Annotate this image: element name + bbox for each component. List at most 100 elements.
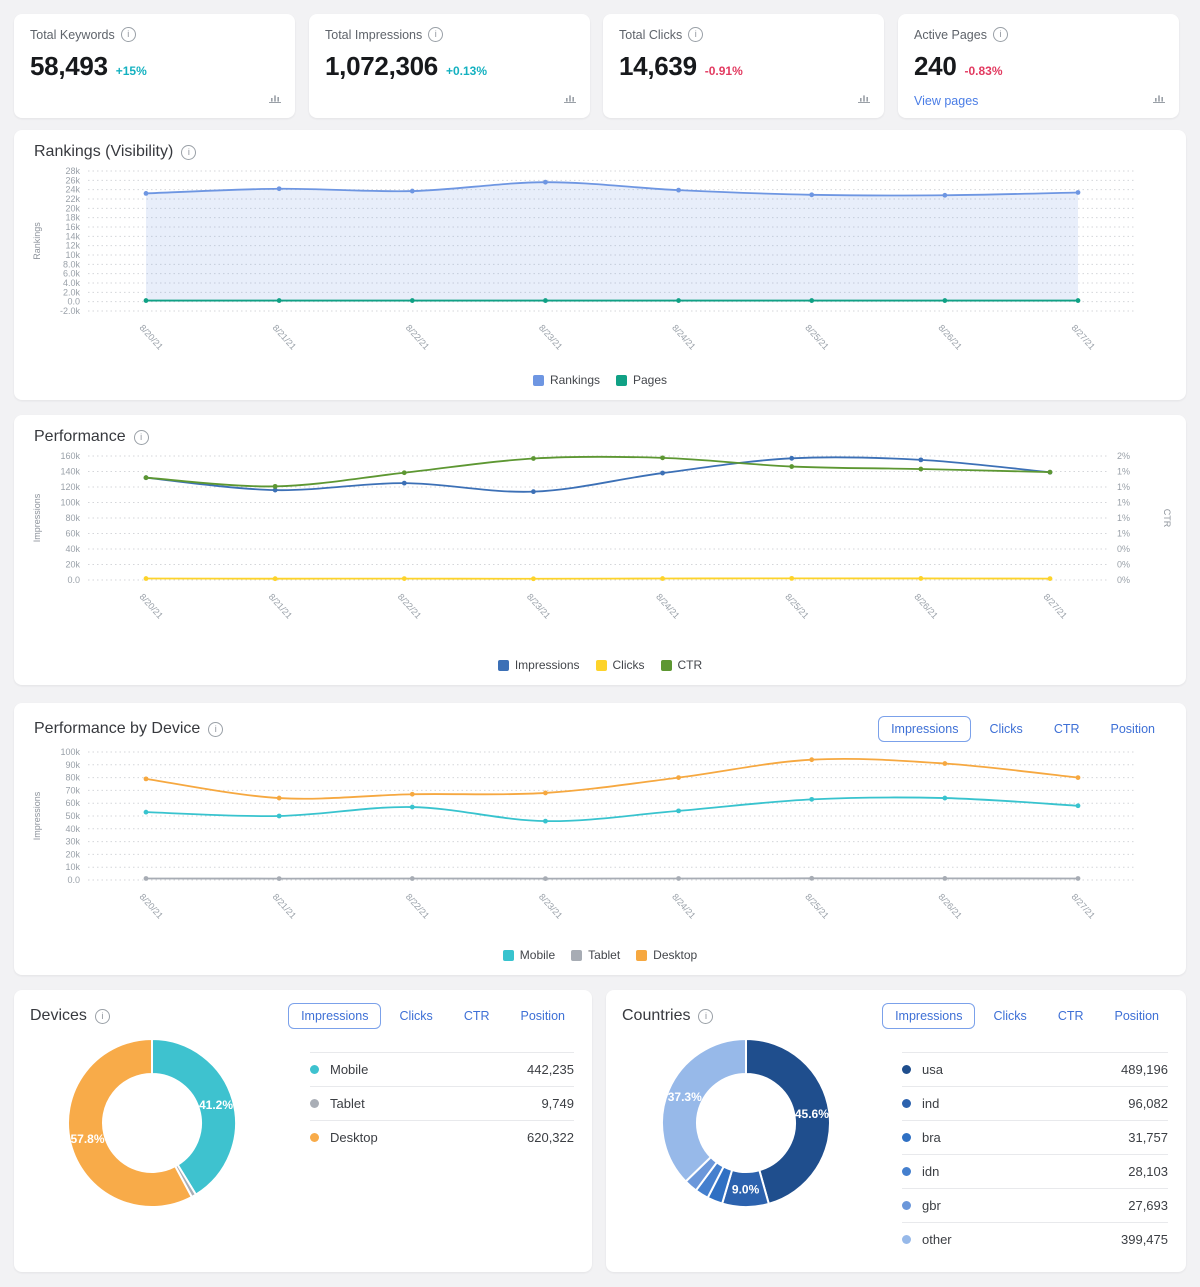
- card-label: Total Impressions i: [325, 27, 574, 42]
- series-dot: [310, 1099, 319, 1108]
- performance-by-device-panel: Performance by Device i ImpressionsClick…: [14, 703, 1186, 975]
- legend-item-desktop[interactable]: Desktop: [636, 948, 697, 962]
- tab-ctr[interactable]: CTR: [1041, 716, 1093, 742]
- legend-swatch: [503, 950, 514, 961]
- card-label-text: Total Keywords: [30, 28, 115, 42]
- country-row[interactable]: idn28,103: [902, 1154, 1168, 1188]
- tab-ctr[interactable]: CTR: [1045, 1003, 1097, 1029]
- svg-text:1%: 1%: [1117, 482, 1130, 492]
- device-row[interactable]: Tablet9,749: [310, 1086, 574, 1120]
- mini-chart-icon[interactable]: [1152, 90, 1166, 108]
- country-row[interactable]: other399,475: [902, 1222, 1168, 1256]
- legend-item-impressions[interactable]: Impressions: [498, 658, 580, 672]
- slice-other[interactable]: [662, 1039, 746, 1181]
- svg-text:Impressions: Impressions: [32, 791, 42, 840]
- legend-swatch: [498, 660, 509, 671]
- device-row[interactable]: Desktop620,322: [310, 1120, 574, 1154]
- svg-text:8/22/21: 8/22/21: [404, 323, 432, 352]
- tab-ctr[interactable]: CTR: [451, 1003, 503, 1029]
- devices-donut-chart: 41.2%57.8%: [44, 1033, 260, 1215]
- svg-text:8/23/21: 8/23/21: [537, 323, 565, 352]
- countries-metric-tabs: ImpressionsClicksCTRPosition: [882, 1003, 1172, 1029]
- device-metric-tabs: ImpressionsClicksCTRPosition: [878, 716, 1168, 742]
- series-dot: [902, 1065, 911, 1074]
- legend-item-rankings[interactable]: Rankings: [533, 373, 600, 387]
- svg-text:2.0k: 2.0k: [63, 287, 81, 297]
- svg-text:8/25/21: 8/25/21: [803, 323, 831, 352]
- mini-chart-icon[interactable]: [563, 90, 577, 108]
- svg-text:40k: 40k: [65, 544, 80, 554]
- legend-item-mobile[interactable]: Mobile: [503, 948, 555, 962]
- svg-text:4.0k: 4.0k: [63, 278, 81, 288]
- card-label-text: Total Clicks: [619, 28, 682, 42]
- card-value: 14,639: [619, 51, 697, 82]
- stat-card-total-clicks: Total Clicks i 14,639 -0.91%: [603, 14, 884, 118]
- svg-text:8/27/21: 8/27/21: [1070, 323, 1098, 352]
- country-row[interactable]: bra31,757: [902, 1120, 1168, 1154]
- legend-label: Tablet: [588, 948, 620, 962]
- mini-chart-icon[interactable]: [857, 90, 871, 108]
- svg-text:8/23/21: 8/23/21: [537, 892, 565, 921]
- legend-item-pages[interactable]: Pages: [616, 373, 667, 387]
- svg-text:8/25/21: 8/25/21: [803, 892, 831, 921]
- info-icon[interactable]: i: [134, 430, 149, 445]
- card-value: 58,493: [30, 51, 108, 82]
- info-icon[interactable]: i: [208, 722, 223, 737]
- tab-position[interactable]: Position: [1098, 716, 1168, 742]
- legend-swatch: [661, 660, 672, 671]
- svg-text:90k: 90k: [65, 760, 80, 770]
- legend-item-tablet[interactable]: Tablet: [571, 948, 620, 962]
- tab-impressions[interactable]: Impressions: [878, 716, 971, 742]
- series-dot: [902, 1133, 911, 1142]
- info-icon[interactable]: i: [181, 145, 196, 160]
- series-dot: [902, 1235, 911, 1244]
- view-pages-link[interactable]: View pages: [914, 94, 978, 108]
- card-delta: +0.13%: [446, 64, 487, 78]
- performance-panel: Performance i 0.00%20k0%40k0%60k1%80k1%1…: [14, 415, 1186, 685]
- country-row[interactable]: usa489,196: [902, 1052, 1168, 1086]
- tab-clicks[interactable]: Clicks: [976, 716, 1035, 742]
- tab-position[interactable]: Position: [508, 1003, 578, 1029]
- series-dot: [310, 1065, 319, 1074]
- row-value: 9,749: [541, 1096, 574, 1111]
- row-value: 96,082: [1128, 1096, 1168, 1111]
- svg-text:8.0k: 8.0k: [63, 259, 81, 269]
- rankings-chart: -2.0k0.02.0k4.0k6.0k8.0k10k12k14k16k18k2…: [28, 163, 1172, 361]
- legend-item-clicks[interactable]: Clicks: [596, 658, 645, 672]
- svg-text:8/26/21: 8/26/21: [936, 892, 964, 921]
- mini-chart-icon[interactable]: [268, 90, 282, 108]
- devices-panel: Devices i ImpressionsClicksCTRPosition 4…: [14, 990, 592, 1272]
- svg-text:8/24/21: 8/24/21: [654, 592, 682, 621]
- svg-text:20k: 20k: [65, 849, 80, 859]
- card-label: Total Keywords i: [30, 27, 279, 42]
- tab-clicks[interactable]: Clicks: [386, 1003, 445, 1029]
- svg-text:140k: 140k: [60, 467, 80, 477]
- devices-list: Mobile442,235Tablet9,749Desktop620,322: [310, 1052, 574, 1154]
- info-icon[interactable]: i: [121, 27, 136, 42]
- tab-impressions[interactable]: Impressions: [288, 1003, 381, 1029]
- legend-swatch: [571, 950, 582, 961]
- row-value: 620,322: [527, 1130, 574, 1145]
- legend-swatch: [596, 660, 607, 671]
- row-label: idn: [922, 1164, 939, 1179]
- tab-position[interactable]: Position: [1102, 1003, 1172, 1029]
- svg-text:CTR: CTR: [1162, 509, 1172, 528]
- slice-label: 41.2%: [199, 1098, 233, 1112]
- country-row[interactable]: ind 96,082: [902, 1086, 1168, 1120]
- row-label: ind: [922, 1096, 939, 1111]
- row-value: 31,757: [1128, 1130, 1168, 1145]
- info-icon[interactable]: i: [95, 1009, 110, 1024]
- info-icon[interactable]: i: [993, 27, 1008, 42]
- info-icon[interactable]: i: [698, 1009, 713, 1024]
- country-row[interactable]: gbr27,693: [902, 1188, 1168, 1222]
- svg-text:80k: 80k: [65, 773, 80, 783]
- svg-text:8/21/21: 8/21/21: [271, 323, 299, 352]
- svg-text:50k: 50k: [65, 811, 80, 821]
- info-icon[interactable]: i: [688, 27, 703, 42]
- device-row[interactable]: Mobile442,235: [310, 1052, 574, 1086]
- performance-chart: 0.00%20k0%40k0%60k1%80k1%100k1%120k1%140…: [28, 448, 1172, 630]
- tab-clicks[interactable]: Clicks: [980, 1003, 1039, 1029]
- tab-impressions[interactable]: Impressions: [882, 1003, 975, 1029]
- legend-item-ctr[interactable]: CTR: [661, 658, 703, 672]
- info-icon[interactable]: i: [428, 27, 443, 42]
